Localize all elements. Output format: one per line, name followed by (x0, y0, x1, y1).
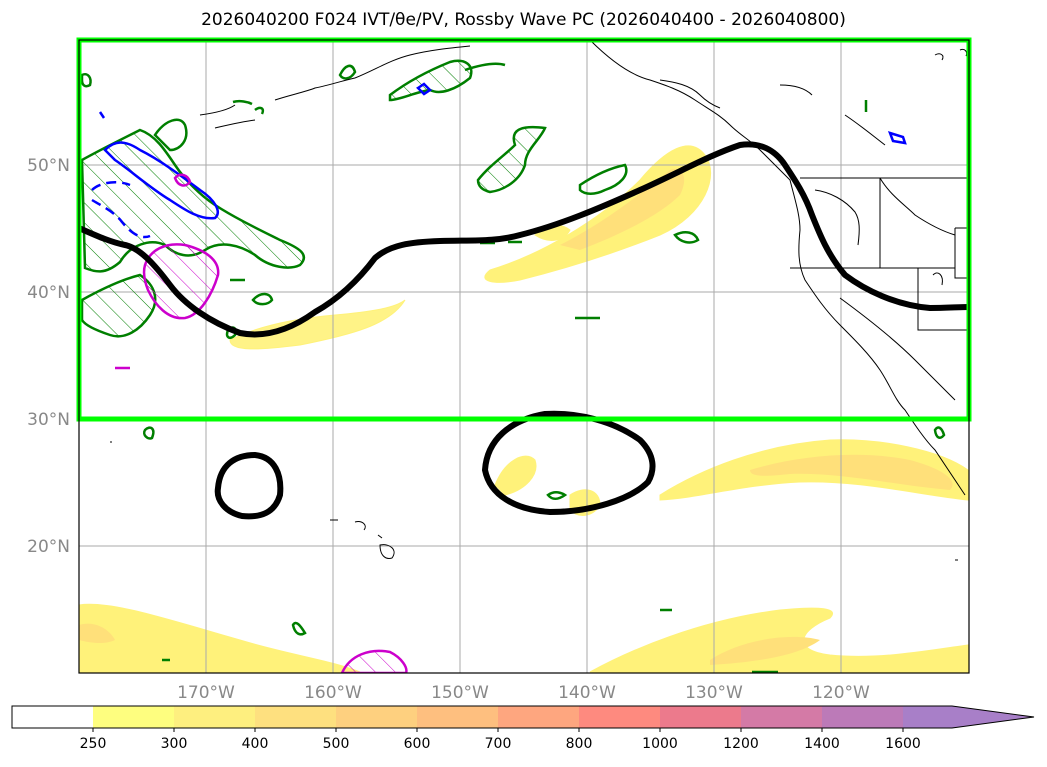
colorbar-segment (498, 706, 580, 728)
lat-label-40n: 40°N (27, 283, 70, 303)
ivt-colorbar: 250 300 400 500 600 700 800 1000 1200 1400 1600 (11, 705, 1035, 752)
lon-label-120w: 120°W (812, 683, 870, 703)
colorbar-segment (12, 706, 94, 728)
colorbar-label: 600 (404, 736, 431, 752)
colorbar-segment (417, 706, 499, 728)
colorbar-segment (174, 706, 256, 728)
colorbar-outline (11, 705, 1035, 729)
colorbar-segment (93, 706, 175, 728)
lon-label-160w: 160°W (304, 683, 362, 703)
colorbar-segment (822, 706, 904, 728)
colorbar-label: 800 (566, 736, 593, 752)
lon-label-170w: 170°W (177, 683, 235, 703)
colorbar-label: 1000 (642, 736, 678, 752)
colorbar-extend-arrow (903, 706, 1034, 728)
colorbar-segment (741, 706, 823, 728)
pv-negative-contours (115, 173, 408, 673)
theta-e-contours (80, 59, 946, 673)
coastlines (110, 40, 969, 561)
lat-label-30n: 30°N (27, 410, 70, 430)
colorbar-segment (579, 706, 661, 728)
ivt-shading-strong (79, 168, 953, 665)
colorbar-label: 500 (323, 736, 350, 752)
colorbar-label: 250 (80, 736, 107, 752)
map-frame (78, 39, 970, 674)
ivt-shading (79, 145, 969, 673)
lon-label-150w: 150°W (431, 683, 489, 703)
lon-label-130w: 130°W (685, 683, 743, 703)
colorbar-segment (660, 706, 742, 728)
lat-label-20n: 20°N (27, 537, 70, 557)
colorbar-label: 1200 (723, 736, 759, 752)
map-title: 2026040200 F024 IVT/θe/PV, Rossby Wave P… (201, 10, 846, 30)
pv-contours (91, 82, 907, 239)
colorbar-segment (336, 706, 418, 728)
lat-label-50n: 50°N (27, 156, 70, 176)
rossby-wave-pc (79, 141, 969, 520)
colorbar-label: 700 (485, 736, 512, 752)
colorbar-label: 400 (242, 736, 269, 752)
colorbar-label: 1400 (804, 736, 840, 752)
colorbar-segment (255, 706, 337, 728)
colorbar-label: 300 (161, 736, 188, 752)
lon-label-140w: 140°W (558, 683, 616, 703)
colorbar-label: 1600 (885, 736, 921, 752)
